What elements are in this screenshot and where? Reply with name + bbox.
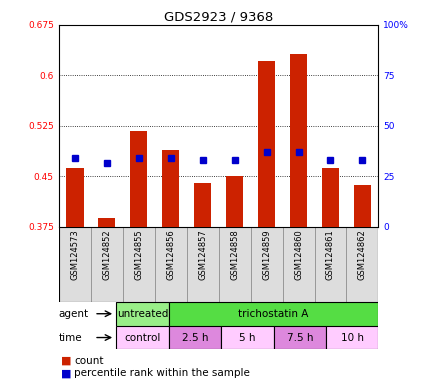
Text: GSM124855: GSM124855 <box>134 229 143 280</box>
Bar <box>186 227 218 302</box>
Text: GSM124858: GSM124858 <box>230 229 239 280</box>
Text: 2.5 h: 2.5 h <box>181 333 208 343</box>
Text: GSM124857: GSM124857 <box>197 229 207 280</box>
Bar <box>122 227 155 302</box>
Bar <box>161 149 179 227</box>
Bar <box>326 326 378 349</box>
Text: GSM124573: GSM124573 <box>70 229 79 280</box>
Bar <box>225 177 243 227</box>
Bar <box>321 168 339 227</box>
Text: ■: ■ <box>61 368 71 378</box>
Bar <box>218 227 250 302</box>
Bar <box>353 185 370 227</box>
Bar <box>116 302 168 326</box>
Text: ■: ■ <box>61 356 71 366</box>
Text: count: count <box>74 356 103 366</box>
Bar <box>168 302 378 326</box>
Bar <box>66 168 83 227</box>
Bar <box>250 227 282 302</box>
Text: GSM124859: GSM124859 <box>261 229 270 280</box>
Bar <box>289 54 306 227</box>
Bar <box>273 326 326 349</box>
Text: GSM124860: GSM124860 <box>293 229 302 280</box>
Text: agent: agent <box>59 309 89 319</box>
Text: GSM124856: GSM124856 <box>166 229 175 280</box>
Text: GSM124861: GSM124861 <box>325 229 334 280</box>
Text: GSM124852: GSM124852 <box>102 229 111 280</box>
Title: GDS2923 / 9368: GDS2923 / 9368 <box>164 11 273 24</box>
Bar <box>98 218 115 227</box>
Bar <box>168 326 221 349</box>
Text: GSM124862: GSM124862 <box>357 229 366 280</box>
Bar <box>116 326 168 349</box>
Bar <box>221 326 273 349</box>
Text: trichostatin A: trichostatin A <box>238 309 308 319</box>
Text: 7.5 h: 7.5 h <box>286 333 312 343</box>
Bar <box>155 227 186 302</box>
Text: percentile rank within the sample: percentile rank within the sample <box>74 368 249 378</box>
Bar <box>130 131 147 227</box>
Bar <box>282 227 314 302</box>
Text: untreated: untreated <box>117 309 168 319</box>
Text: 10 h: 10 h <box>340 333 363 343</box>
Bar <box>194 182 211 227</box>
Bar <box>314 227 345 302</box>
Text: 5 h: 5 h <box>239 333 255 343</box>
Bar <box>91 227 122 302</box>
Bar <box>257 61 275 227</box>
Bar <box>346 227 378 302</box>
Text: control: control <box>124 333 161 343</box>
Text: time: time <box>59 333 82 343</box>
Bar <box>59 227 91 302</box>
